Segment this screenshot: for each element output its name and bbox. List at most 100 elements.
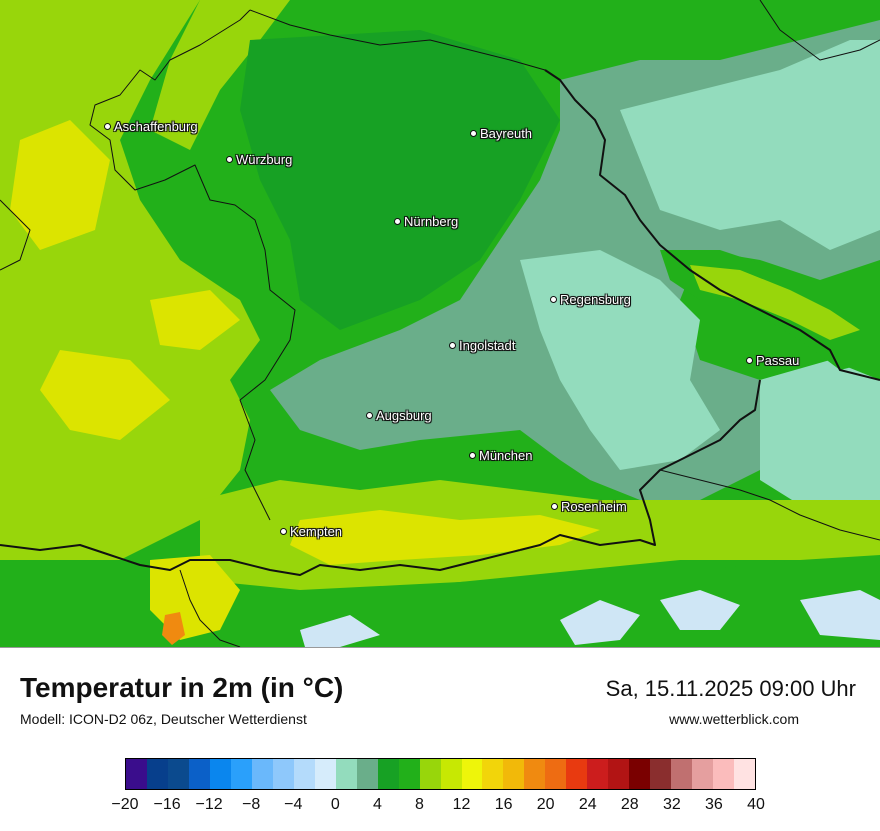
- map-title: Temperatur in 2m (in °C): [20, 672, 344, 703]
- city-wuerzburg[interactable]: Würzburg: [226, 152, 292, 168]
- warm-patch-west-2: [40, 350, 170, 440]
- legend-tick-label: −4: [284, 796, 303, 813]
- legend-swatch: [419, 759, 441, 789]
- city-rosenheim[interactable]: Rosenheim: [551, 499, 627, 515]
- city-label: Passau: [756, 353, 800, 368]
- legend-swatch: [335, 759, 357, 789]
- city-label: Rosenheim: [561, 499, 627, 514]
- website-link[interactable]: www.wetterblick.com: [669, 711, 799, 727]
- legend-swatch: [671, 759, 693, 789]
- legend-tick-label: 40: [747, 796, 765, 813]
- legend-swatch: [545, 759, 567, 789]
- legend-tick-label: 4: [372, 796, 382, 813]
- city-dot: [394, 218, 401, 226]
- legend-tick-label: 8: [415, 796, 424, 813]
- city-label: Ingolstadt: [459, 338, 516, 353]
- border-czech: [544, 69, 880, 381]
- city-label: Regensburg: [560, 292, 631, 307]
- legend-swatch: [167, 759, 189, 789]
- border-inner-3: [659, 469, 880, 541]
- city-dot: [280, 528, 287, 536]
- city-label: Augsburg: [376, 408, 432, 423]
- forecast-datetime: Sa, 15.11.2025 09:00 Uhr: [605, 676, 856, 701]
- city-dot: [550, 296, 557, 304]
- warm-zone-northwest: [150, 0, 290, 150]
- alps-snow-2: [660, 590, 740, 630]
- legend-swatch: [230, 759, 252, 789]
- city-aschaffenburg[interactable]: Aschaffenburg: [104, 119, 198, 135]
- legend-tick-label: −8: [242, 796, 261, 813]
- city-label: München: [479, 448, 533, 463]
- city-augsburg[interactable]: Augsburg: [366, 408, 432, 424]
- city-muenchen[interactable]: München: [469, 448, 532, 464]
- legend-swatch: [503, 759, 525, 789]
- temperature-map[interactable]: Aschaffenburg Würzburg Bayreuth Nürnberg…: [0, 0, 880, 647]
- city-ingolstadt[interactable]: Ingolstadt: [449, 338, 515, 354]
- hot-patch-southwest: [162, 612, 185, 645]
- map-canvas: [0, 0, 880, 647]
- legend-tick-label: 28: [620, 796, 639, 813]
- border-austria-east: [519, 379, 761, 551]
- alps-snow-4: [800, 590, 880, 640]
- city-kempten[interactable]: Kempten: [280, 524, 342, 540]
- fog-patch-regensburg: [520, 250, 720, 470]
- border-inner-4: [759, 0, 880, 61]
- legend-swatch: [377, 759, 399, 789]
- legend-swatch: [126, 759, 147, 789]
- legend-swatch: [482, 759, 504, 789]
- city-label: Kempten: [290, 524, 343, 539]
- warm-patch-west-1: [10, 120, 110, 250]
- legend-swatch: [188, 759, 210, 789]
- border-inner-1: [0, 199, 31, 271]
- legend-swatch: [461, 759, 483, 789]
- legend-swatch: [293, 759, 315, 789]
- legend-swatch: [440, 759, 462, 789]
- alps-snow-3: [300, 615, 380, 647]
- forest-ridge-warm: [690, 265, 860, 340]
- legend-swatch: [566, 759, 588, 789]
- legend-tick-label: 36: [705, 796, 723, 813]
- city-bayreuth[interactable]: Bayreuth: [470, 126, 532, 142]
- legend-swatch: [251, 759, 273, 789]
- border-austria-south: [0, 544, 521, 576]
- city-dot: [469, 452, 476, 460]
- fog-patch-northeast: [620, 40, 880, 250]
- legend-swatch: [608, 759, 630, 789]
- legend-tick-label: −12: [195, 796, 223, 813]
- city-dot: [226, 156, 233, 164]
- legend-swatch: [524, 759, 546, 789]
- legend-swatch: [713, 759, 735, 789]
- city-dot: [449, 342, 456, 350]
- city-dot: [470, 130, 477, 138]
- border-north: [249, 9, 546, 71]
- legend-tick-label: 24: [578, 796, 597, 813]
- alps-snow-1: [560, 600, 640, 645]
- legend-tick-label: −20: [111, 796, 139, 813]
- warm-patch-west-3: [150, 290, 240, 350]
- legend-swatch: [734, 759, 756, 789]
- fog-patch-southeast: [760, 360, 880, 510]
- border-inner-2: [179, 569, 241, 647]
- city-label: Nürnberg: [404, 214, 459, 229]
- legend-tick-label: 16: [494, 796, 513, 813]
- legend-swatch: [398, 759, 420, 789]
- legend-swatch: [356, 759, 378, 789]
- legend-swatch: [314, 759, 336, 789]
- city-nuernberg[interactable]: Nürnberg: [394, 214, 458, 230]
- legend-tick-label: 12: [452, 796, 471, 813]
- city-label: Aschaffenburg: [114, 119, 198, 134]
- legend-swatch: [650, 759, 672, 789]
- central-band: [240, 30, 560, 330]
- legend-tick-label: 20: [536, 796, 555, 813]
- legend-swatch: [272, 759, 294, 789]
- legend-swatch: [692, 759, 714, 789]
- legend-tick-label: 0: [330, 796, 340, 813]
- legend-swatch: [587, 759, 609, 789]
- city-dot: [104, 123, 111, 131]
- model-info: Modell: ICON-D2 06z, Deutscher Wetterdie…: [20, 711, 307, 727]
- city-label: Bayreuth: [480, 126, 533, 141]
- color-legend: [125, 758, 756, 790]
- city-regensburg[interactable]: Regensburg: [550, 292, 631, 308]
- city-passau[interactable]: Passau: [746, 353, 799, 369]
- legend-swatch: [629, 759, 651, 789]
